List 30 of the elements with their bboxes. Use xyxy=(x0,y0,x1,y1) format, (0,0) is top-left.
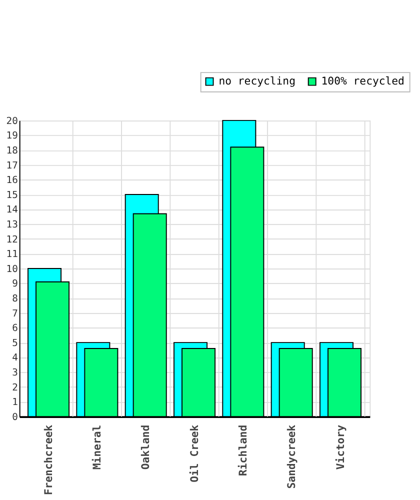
y-tick-label: 20 xyxy=(6,116,18,127)
y-tick-label: 17 xyxy=(6,160,18,172)
y-tick-label: 16 xyxy=(6,175,18,186)
x-tick-label: Oakland xyxy=(139,424,152,470)
y-tick-label: 13 xyxy=(6,219,18,230)
legend-label: no recycling xyxy=(218,74,296,88)
y-tick-label: 2 xyxy=(12,382,18,394)
x-tick-label: Victory xyxy=(334,424,347,470)
y-tick-label: 9 xyxy=(12,278,18,290)
x-tick-label: Frenchcreek xyxy=(42,424,55,496)
y-tick-label: 12 xyxy=(6,234,18,246)
y-tick-label: 4 xyxy=(12,352,18,364)
y-tick-label: 6 xyxy=(12,323,18,334)
y-tick-label: 14 xyxy=(6,204,18,216)
y-tick-label: 7 xyxy=(12,308,18,320)
y-tick-label: 11 xyxy=(6,249,18,260)
y-tick-label: 10 xyxy=(6,264,18,275)
y-tick-label: 15 xyxy=(6,190,18,201)
legend-label: 100% recycled xyxy=(321,74,404,88)
x-tick-label: Oil Creek xyxy=(188,424,201,482)
x-tick-label: Richland xyxy=(236,424,250,476)
y-tick-label: 19 xyxy=(6,130,18,142)
y-tick-label: 18 xyxy=(6,145,18,156)
y-tick-label: 0 xyxy=(12,412,18,423)
x-tick-label: Sandycreek xyxy=(285,424,298,489)
y-tick-label: 3 xyxy=(12,368,18,379)
x-tick-label: Mineral xyxy=(90,424,104,470)
y-tick-label: 5 xyxy=(12,338,18,349)
y-tick-label: 1 xyxy=(12,397,18,408)
y-tick-label: 8 xyxy=(12,294,18,305)
